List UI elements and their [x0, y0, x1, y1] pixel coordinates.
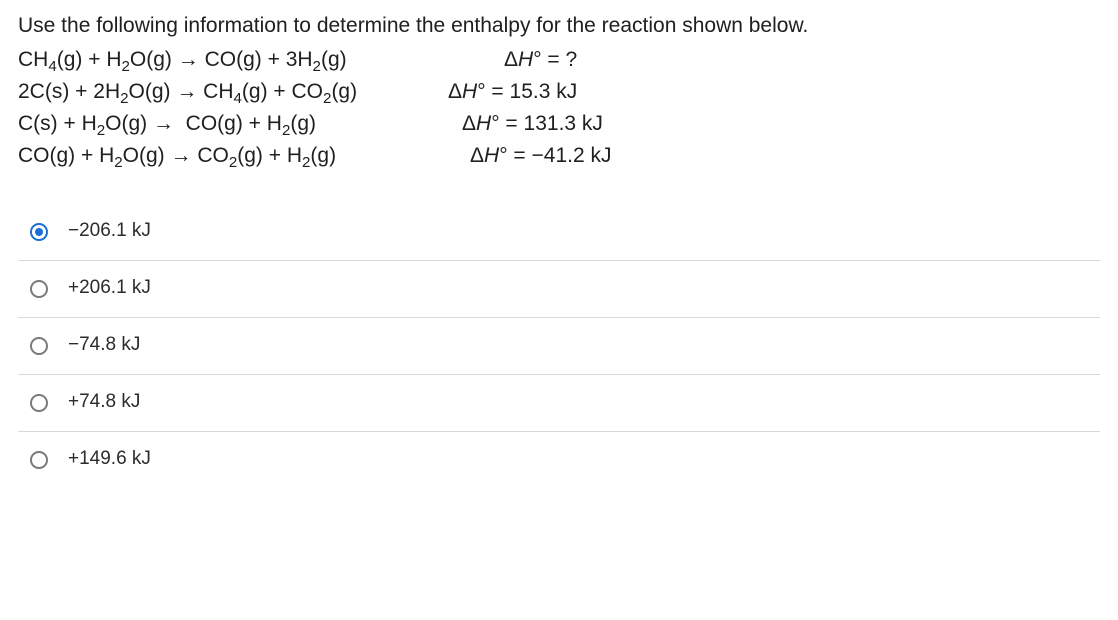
equation-lhs: CH4(g) + H2O(g) → CO(g) + 3H2(g): [18, 44, 448, 76]
question-text: Use the following information to determi…: [18, 10, 1100, 42]
options-list: −206.1 kJ +206.1 kJ −74.8 kJ +74.8 kJ +1…: [18, 204, 1100, 488]
radio-icon: [30, 223, 48, 241]
option-label: +206.1 kJ: [68, 274, 151, 303]
option-row[interactable]: +206.1 kJ: [18, 261, 1100, 318]
radio-icon: [30, 394, 48, 412]
equation-lhs: C(s) + H2O(g) → CO(g) + H2(g): [18, 108, 448, 140]
equation-target: CH4(g) + H2O(g) → CO(g) + 3H2(g) ΔH° = ?: [18, 44, 1100, 76]
equation-given-1: 2C(s) + 2H2O(g) → CH4(g) + CO2(g) ΔH° = …: [18, 76, 1100, 108]
equation-rhs: ΔH° = 131.3 kJ: [448, 108, 603, 140]
equation-given-2: C(s) + H2O(g) → CO(g) + H2(g) ΔH° = 131.…: [18, 108, 1100, 140]
equations-block: CH4(g) + H2O(g) → CO(g) + 3H2(g) ΔH° = ?…: [18, 44, 1100, 172]
option-row[interactable]: +149.6 kJ: [18, 432, 1100, 488]
option-row[interactable]: −206.1 kJ: [18, 204, 1100, 261]
option-label: −206.1 kJ: [68, 217, 151, 246]
option-label: −74.8 kJ: [68, 331, 140, 360]
equation-rhs: ΔH° = ?: [448, 44, 577, 76]
option-row[interactable]: −74.8 kJ: [18, 318, 1100, 375]
equation-lhs: 2C(s) + 2H2O(g) → CH4(g) + CO2(g): [18, 76, 448, 108]
option-label: +74.8 kJ: [68, 388, 140, 417]
equation-given-3: CO(g) + H2O(g) → CO2(g) + H2(g) ΔH° = −4…: [18, 140, 1100, 172]
radio-icon: [30, 337, 48, 355]
equation-rhs: ΔH° = −41.2 kJ: [448, 140, 612, 172]
radio-icon: [30, 451, 48, 469]
equation-lhs: CO(g) + H2O(g) → CO2(g) + H2(g): [18, 140, 448, 172]
radio-icon: [30, 280, 48, 298]
option-label: +149.6 kJ: [68, 445, 151, 474]
option-row[interactable]: +74.8 kJ: [18, 375, 1100, 432]
equation-rhs: ΔH° = 15.3 kJ: [448, 76, 577, 108]
